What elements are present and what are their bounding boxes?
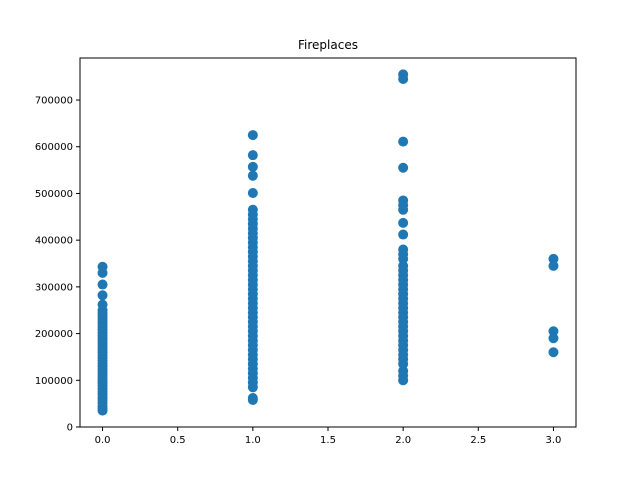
y-tick-label: 300000 xyxy=(35,282,73,293)
data-points xyxy=(97,69,559,416)
data-point xyxy=(398,229,409,240)
data-point xyxy=(398,162,409,173)
data-point xyxy=(247,130,258,141)
data-point xyxy=(548,333,559,344)
y-tick-label: 100000 xyxy=(35,376,73,387)
y-axis: 0 100000 200000 300000 400000 500000 600000 700… xyxy=(35,96,80,434)
plot-area-frame xyxy=(79,57,577,428)
x-tick-label: 0.5 xyxy=(170,435,186,446)
x-tick-label: 1.0 xyxy=(245,435,261,446)
x-tick-label: 2.0 xyxy=(395,435,411,446)
y-tick-label: 0 xyxy=(67,423,73,434)
x-tick-label: 3.0 xyxy=(546,435,562,446)
data-point xyxy=(247,382,258,393)
data-point xyxy=(548,326,559,337)
data-point xyxy=(247,394,258,405)
x-tick-label: 1.5 xyxy=(320,435,336,446)
data-point xyxy=(97,279,108,290)
data-point xyxy=(247,170,258,181)
data-point xyxy=(398,358,409,369)
data-point xyxy=(548,260,559,271)
data-point xyxy=(398,74,409,85)
x-tick-label: 0.0 xyxy=(95,435,111,446)
x-axis: 0.0 0.5 1.0 1.5 2.0 2.5 3.0 xyxy=(95,427,562,446)
data-point xyxy=(247,187,258,198)
data-point xyxy=(398,253,409,264)
data-point xyxy=(398,375,409,386)
data-point xyxy=(97,267,108,278)
data-point xyxy=(548,347,559,358)
data-point xyxy=(398,217,409,228)
y-tick-label: 400000 xyxy=(35,236,73,247)
x-tick-label: 2.5 xyxy=(470,435,486,446)
data-point xyxy=(398,136,409,147)
y-tick-label: 700000 xyxy=(35,96,73,107)
y-tick-label: 200000 xyxy=(35,329,73,340)
y-tick-label: 600000 xyxy=(35,142,73,153)
y-tick-label: 500000 xyxy=(35,189,73,200)
chart-title: Fireplaces xyxy=(298,38,358,52)
data-point xyxy=(398,204,409,215)
data-point xyxy=(97,405,108,416)
data-point xyxy=(548,253,559,264)
data-point xyxy=(247,150,258,161)
data-point xyxy=(247,161,258,172)
data-point xyxy=(97,290,108,301)
